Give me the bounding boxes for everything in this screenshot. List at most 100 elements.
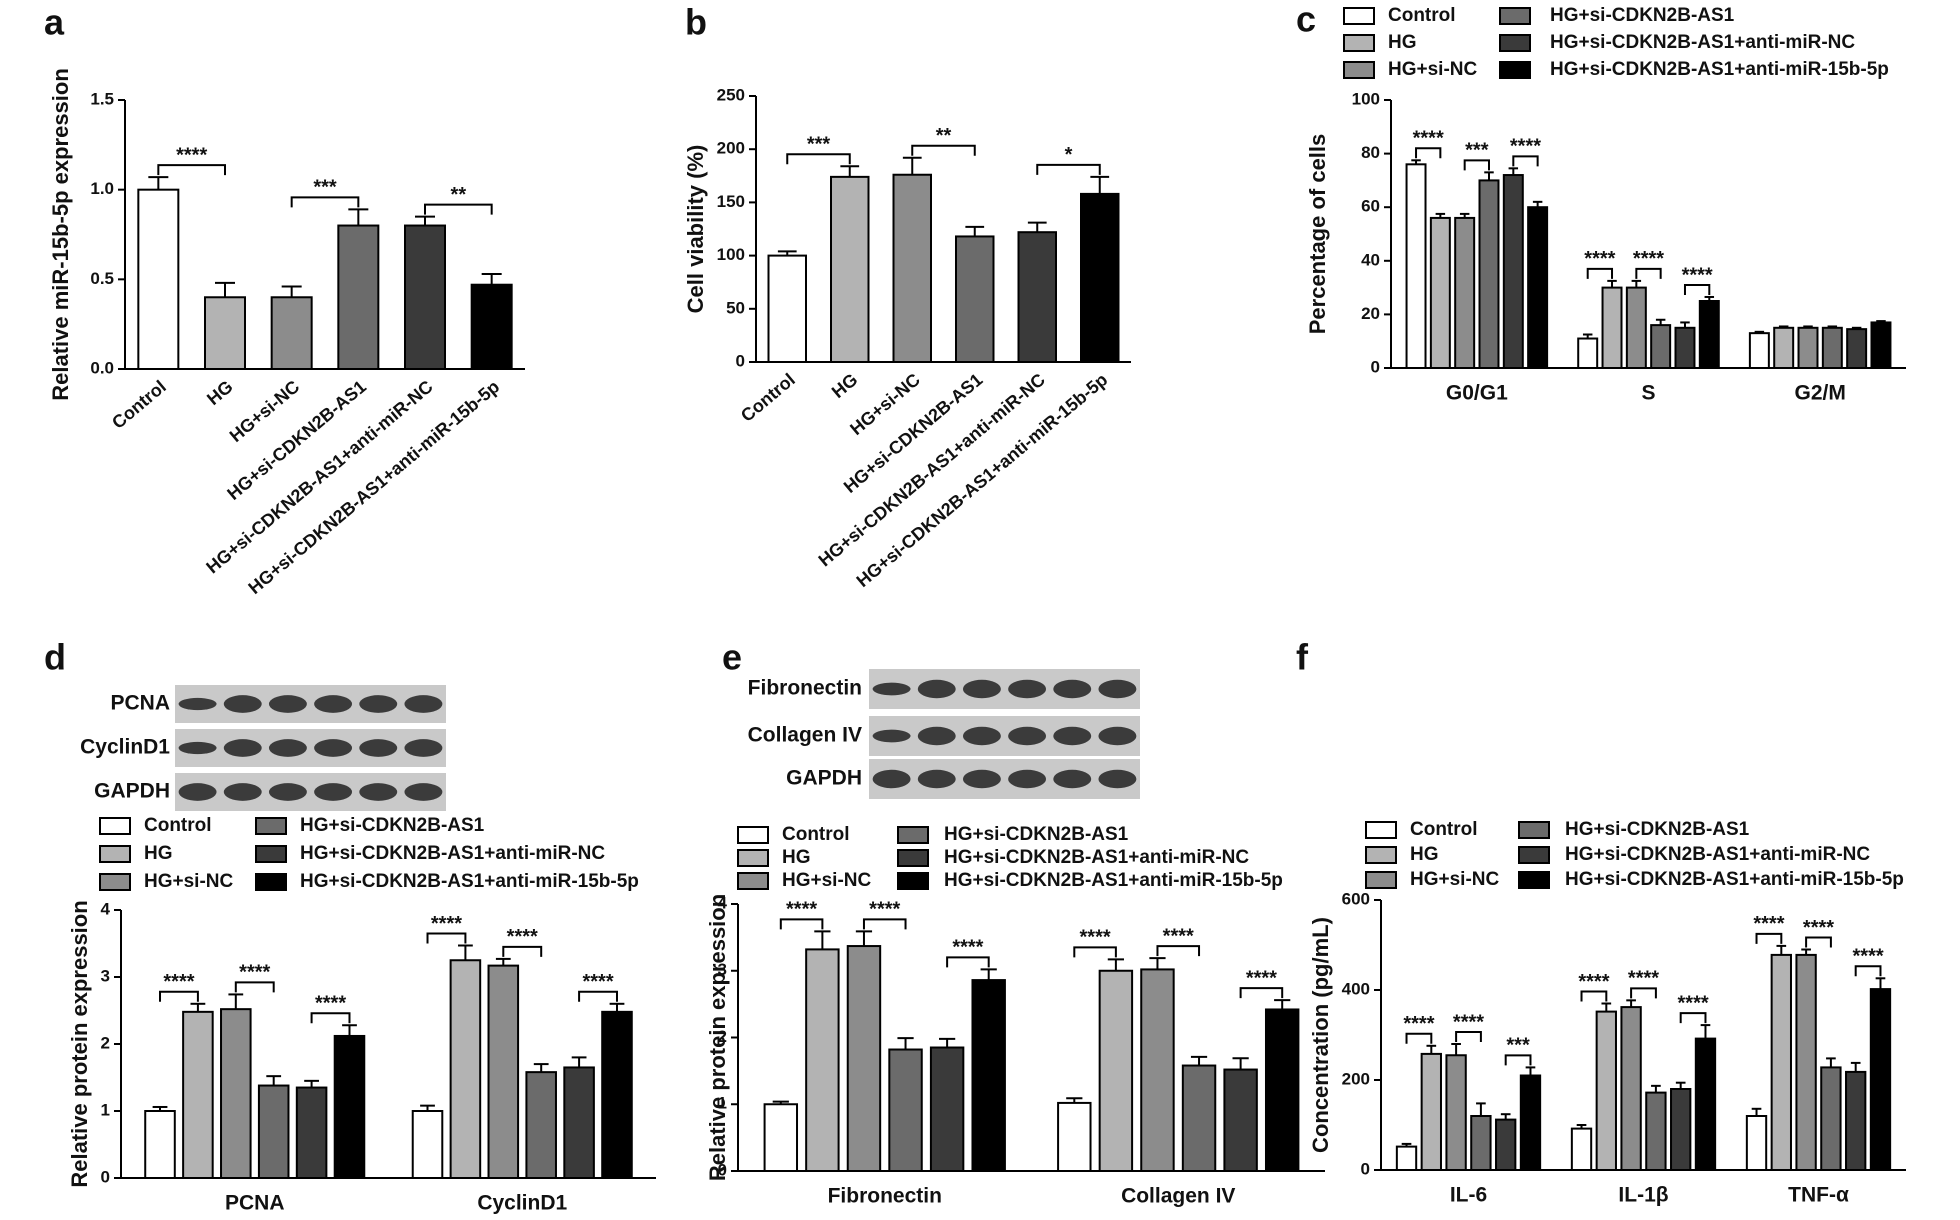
blot-band xyxy=(314,695,353,713)
y-tick-label: 100 xyxy=(1352,89,1380,108)
blot-band xyxy=(872,729,911,743)
significance-label: ** xyxy=(451,184,467,206)
blot-band xyxy=(872,769,911,789)
bar xyxy=(257,1084,290,1180)
bar xyxy=(1502,174,1524,369)
significance-label: **** xyxy=(1453,1011,1484,1033)
error-bar xyxy=(980,968,997,981)
legend-label: HG xyxy=(782,847,811,868)
error-bar xyxy=(1700,1024,1711,1039)
error-bar xyxy=(1850,1061,1861,1072)
blot-strip xyxy=(175,685,446,723)
significance-label: **** xyxy=(869,899,900,921)
y-tick-label: 0 xyxy=(736,351,745,370)
y-tick-label: 2 xyxy=(101,1033,110,1052)
legend-label: HG+si-CDKN2B-AS1+anti-miR-15b-5p xyxy=(944,870,1283,891)
error-bar xyxy=(897,1037,914,1050)
blot-band xyxy=(962,769,1001,789)
blot-band xyxy=(1008,726,1047,746)
significance-bracket xyxy=(234,981,275,993)
bar xyxy=(1478,179,1500,369)
error-bar xyxy=(1411,159,1421,165)
error-bar xyxy=(1754,330,1765,334)
bar xyxy=(1650,324,1672,369)
significance-bracket xyxy=(1679,1012,1707,1024)
x-tick-label: Control xyxy=(108,376,170,432)
y-tick-label: 4 xyxy=(101,899,111,918)
error-bar xyxy=(965,225,985,237)
x-tick-label: HG xyxy=(203,376,237,409)
legend-label: HG+si-CDKN2B-AS1+anti-miR-NC xyxy=(944,847,1249,868)
blot-band xyxy=(178,697,217,711)
y-tick-label: 600 xyxy=(1342,889,1370,908)
error-bar xyxy=(1532,200,1543,208)
legend-swatch xyxy=(1499,61,1531,79)
blot-band xyxy=(1098,679,1137,699)
y-tick-label: 200 xyxy=(717,139,745,158)
blot-label: CyclinD1 xyxy=(80,736,170,759)
significance-bracket xyxy=(1512,155,1539,167)
error-bar xyxy=(1655,318,1666,326)
bar xyxy=(295,1086,328,1180)
error-bar xyxy=(1626,999,1636,1008)
bar xyxy=(137,188,180,370)
x-tick-label: CyclinD1 xyxy=(477,1192,567,1215)
bar xyxy=(888,1048,923,1173)
bar xyxy=(411,1110,444,1179)
significance-label: **** xyxy=(1853,946,1884,968)
x-tick-label: HG+si-CDKN2B-AS1+anti-miR-15b-5p xyxy=(244,376,503,598)
bar xyxy=(1395,1145,1418,1171)
blot-band xyxy=(1098,769,1137,789)
bar xyxy=(1821,326,1843,369)
significance-label: **** xyxy=(176,144,207,166)
legend-label: Control xyxy=(1410,819,1478,840)
significance-bracket xyxy=(1073,946,1117,958)
significance-label: **** xyxy=(1413,128,1444,150)
blot-band xyxy=(1008,679,1047,699)
bar xyxy=(1698,300,1720,369)
legend-swatch xyxy=(737,849,769,867)
error-bar xyxy=(415,215,435,226)
blot-band xyxy=(404,695,443,713)
error-bar xyxy=(1149,957,1166,970)
significance-bracket xyxy=(1463,159,1490,171)
error-bar xyxy=(1107,958,1124,971)
legend-label: Control xyxy=(1388,5,1456,26)
bar xyxy=(1773,326,1795,369)
blot-band xyxy=(872,682,911,696)
error-bar xyxy=(1232,1057,1249,1070)
error-bar xyxy=(1484,171,1494,181)
bar xyxy=(525,1071,557,1180)
bar xyxy=(1429,216,1451,369)
error-bar xyxy=(1451,1043,1461,1056)
legend-label: HG+si-CDKN2B-AS1+anti-miR-15b-5p xyxy=(1550,59,1889,80)
y-tick-label: 200 xyxy=(1342,1069,1370,1088)
legend-swatch xyxy=(1499,7,1531,25)
legend-swatch xyxy=(737,826,769,844)
significance-label: *** xyxy=(1465,140,1489,162)
error-bar xyxy=(228,993,244,1010)
significance-bracket xyxy=(1580,990,1608,1002)
significance-bracket xyxy=(1683,283,1711,295)
bar xyxy=(1745,1115,1768,1171)
error-bar xyxy=(533,1063,549,1073)
legend-swatch xyxy=(1343,61,1375,79)
y-tick-label: 4 xyxy=(718,893,728,912)
blot-band xyxy=(268,695,307,713)
legend-swatch xyxy=(737,872,769,890)
significance-bracket xyxy=(1854,965,1882,977)
significance-bracket xyxy=(1405,1032,1433,1044)
y-axis-label: Cell viability (%) xyxy=(683,145,708,314)
x-tick-label: Collagen IV xyxy=(1121,1185,1235,1208)
error-bar xyxy=(1090,175,1110,194)
blot-band xyxy=(223,739,262,757)
significance-label: **** xyxy=(315,993,346,1015)
bar xyxy=(1527,206,1549,369)
bar xyxy=(763,1103,799,1172)
significance-label: **** xyxy=(1584,248,1615,270)
error-bar xyxy=(1601,1002,1612,1012)
legend-swatch xyxy=(1365,871,1397,889)
y-tick-label: 50 xyxy=(726,298,745,317)
significance-bracket xyxy=(424,203,493,215)
